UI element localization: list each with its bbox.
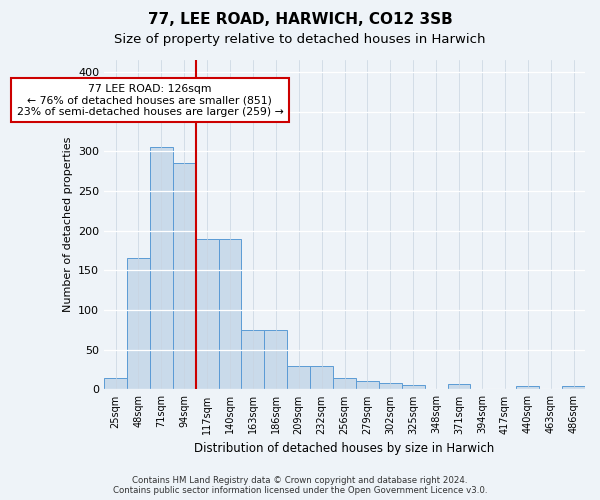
Bar bbox=[562, 386, 585, 390]
Text: Contains HM Land Registry data © Crown copyright and database right 2024.
Contai: Contains HM Land Registry data © Crown c… bbox=[113, 476, 487, 495]
Bar bbox=[356, 382, 379, 390]
Bar bbox=[241, 330, 265, 390]
Bar bbox=[448, 384, 470, 390]
Bar bbox=[218, 238, 241, 390]
Bar bbox=[196, 238, 218, 390]
Text: 77, LEE ROAD, HARWICH, CO12 3SB: 77, LEE ROAD, HARWICH, CO12 3SB bbox=[148, 12, 452, 28]
Bar bbox=[310, 366, 333, 390]
Bar bbox=[150, 148, 173, 390]
Bar bbox=[104, 378, 127, 390]
X-axis label: Distribution of detached houses by size in Harwich: Distribution of detached houses by size … bbox=[194, 442, 494, 455]
Bar bbox=[402, 386, 425, 390]
Bar bbox=[265, 330, 287, 390]
Text: Size of property relative to detached houses in Harwich: Size of property relative to detached ho… bbox=[114, 32, 486, 46]
Bar bbox=[173, 163, 196, 390]
Bar bbox=[333, 378, 356, 390]
Y-axis label: Number of detached properties: Number of detached properties bbox=[62, 137, 73, 312]
Bar bbox=[516, 386, 539, 390]
Bar bbox=[287, 366, 310, 390]
Bar bbox=[379, 383, 402, 390]
Text: 77 LEE ROAD: 126sqm
← 76% of detached houses are smaller (851)
23% of semi-detac: 77 LEE ROAD: 126sqm ← 76% of detached ho… bbox=[17, 84, 283, 117]
Bar bbox=[127, 258, 150, 390]
